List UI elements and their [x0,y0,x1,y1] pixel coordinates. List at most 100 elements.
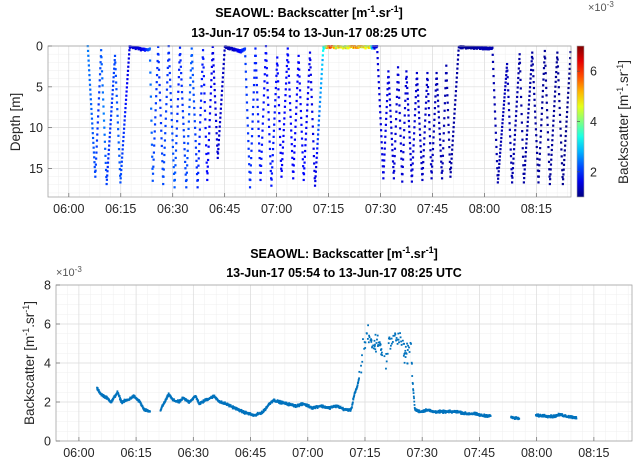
data-point [556,58,559,61]
data-point [374,333,377,336]
data-point [103,140,107,143]
data-point [497,177,500,180]
data-point [175,127,178,130]
data-point [523,164,527,167]
data-point [446,101,449,104]
data-point [269,162,272,165]
data-point [530,68,533,72]
data-point [202,57,205,60]
data-point [287,74,291,77]
data-point [218,129,221,133]
data-point [376,51,379,54]
data-point [95,139,99,142]
data-point [278,399,281,402]
data-point [149,71,152,74]
data-point [393,169,396,173]
data-point [376,338,378,341]
data-point [388,336,391,339]
data-point [273,399,276,401]
data-point [564,130,568,133]
data-point [305,120,308,124]
data-point [499,148,502,151]
data-point [543,55,546,58]
data-point [210,65,214,68]
data-point [568,72,571,75]
data-point [193,106,196,110]
data-point [555,61,558,64]
data-point [174,149,178,152]
data-point [164,124,167,128]
data-point [385,367,387,370]
data-point [220,400,223,403]
data-point [275,80,278,84]
data-point [514,129,517,132]
data-point [508,128,511,131]
data-point [402,151,405,154]
data-point [292,157,296,161]
data-point [539,129,543,133]
data-point [547,138,550,141]
data-point [300,123,303,126]
data-point [174,171,177,174]
data-point [535,151,539,155]
data-point [545,94,548,97]
data-point [316,407,319,409]
data-point [341,406,344,409]
data-point [198,135,201,138]
data-point [374,348,377,351]
data-point [265,52,268,55]
data-point [277,96,280,99]
data-point [90,103,93,106]
data-point [265,407,267,410]
data-point [188,98,191,101]
data-point [443,109,446,112]
data-point [538,152,541,155]
data-point [247,155,251,158]
x-tick-label: 07:00 [261,202,292,216]
data-point [290,143,293,146]
data-point [489,415,492,417]
data-point [353,395,355,398]
data-point [247,147,250,150]
data-point [294,119,297,122]
data-point [114,74,117,77]
data-point [367,324,370,327]
data-point [438,121,441,125]
data-point [158,91,161,94]
data-point [267,111,270,114]
data-point [444,87,447,90]
data-point [497,166,501,169]
data-point [439,155,443,158]
data-point [251,113,254,116]
data-point [290,129,293,132]
data-point [117,141,120,144]
data-point [390,132,393,135]
data-point [256,98,259,101]
data-point [574,416,577,418]
data-point [113,54,117,57]
y-tick-label: 4 [44,357,51,371]
data-point [400,150,403,153]
data-point [505,62,509,66]
data-point [544,72,547,75]
data-point [438,138,442,141]
data-point [315,152,319,155]
data-point [494,124,497,127]
data-point [494,117,497,120]
data-point [451,144,454,147]
data-point [281,158,284,161]
data-point [167,51,171,54]
data-point [311,408,314,410]
data-point [370,341,373,343]
data-point [102,105,105,108]
data-point [408,136,411,139]
data-point [412,388,415,391]
data-point [175,142,178,145]
data-point [96,127,99,130]
data-point [219,116,222,119]
data-point [187,399,190,402]
data-point [450,153,453,156]
data-point [174,156,177,160]
data-point [248,163,251,166]
data-point [390,342,393,345]
